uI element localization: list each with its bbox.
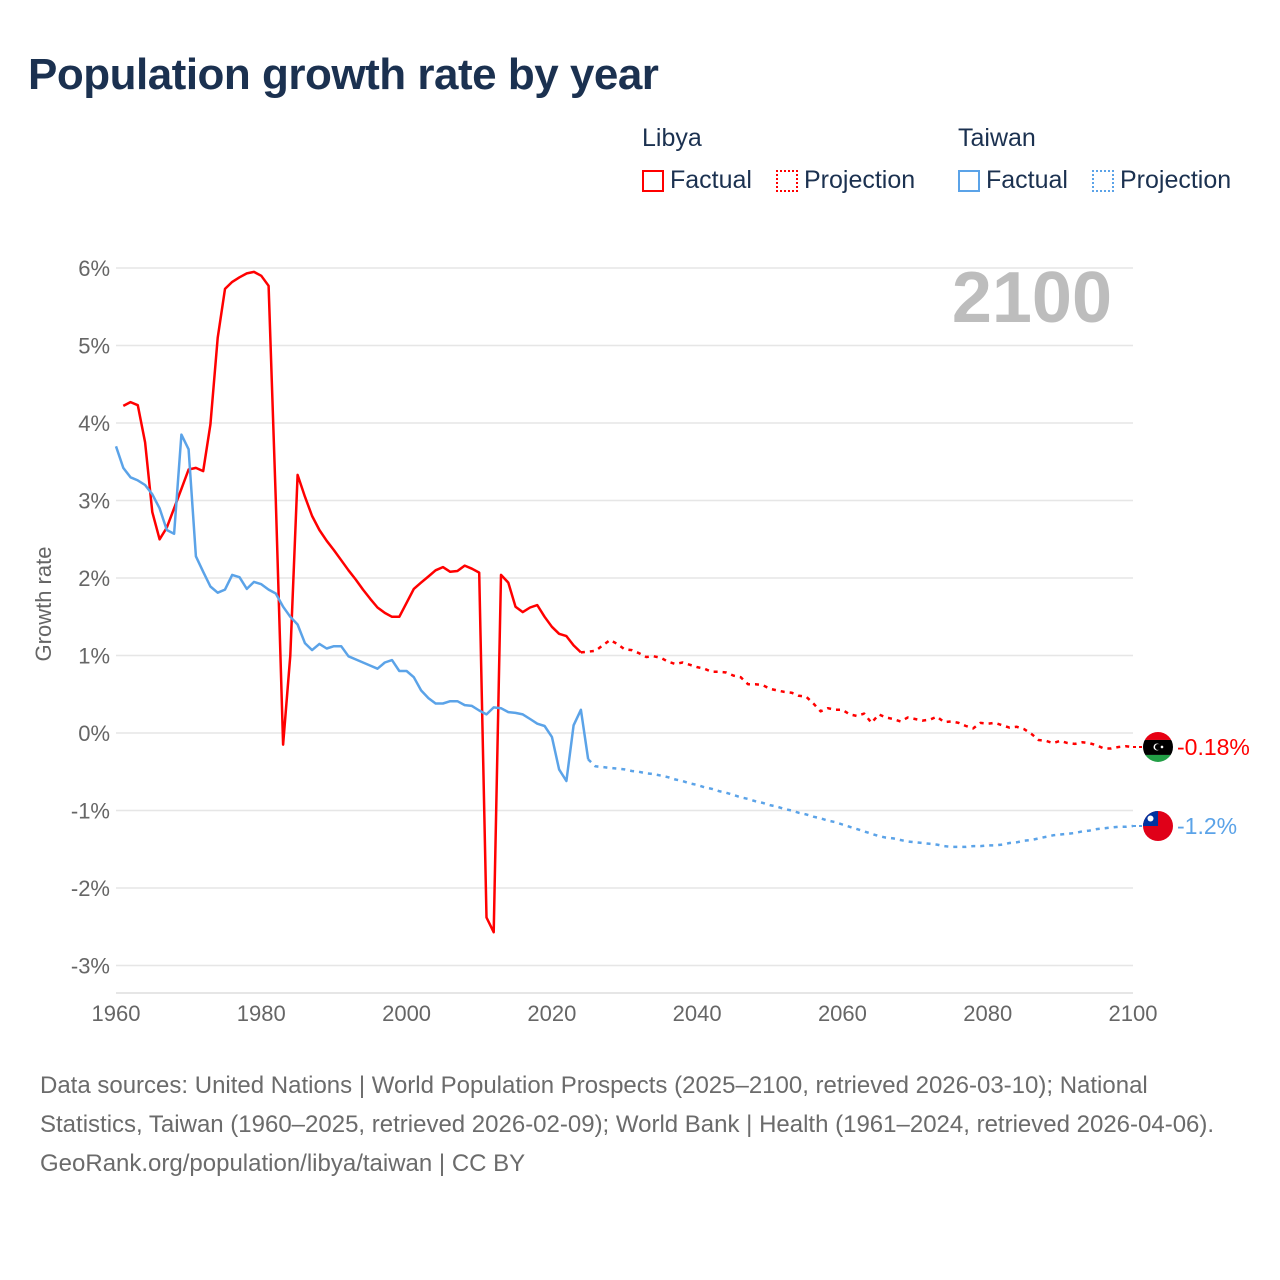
x-tick-label: 2020 — [527, 1001, 576, 1026]
legend-swatch-dotted — [1092, 169, 1114, 192]
x-tick-label: 2100 — [1109, 1001, 1158, 1026]
y-tick-label: -2% — [71, 876, 110, 901]
x-tick-label: 1960 — [92, 1001, 141, 1026]
series-line-libya-factual — [122, 270, 582, 934]
y-axis-label: Growth rate — [31, 547, 56, 662]
y-tick-label: 4% — [78, 411, 110, 436]
legend-label: Projection — [1120, 166, 1232, 194]
y-tick-label: 1% — [78, 644, 110, 669]
y-tick-label: 5% — [78, 334, 110, 359]
x-tick-label: 1980 — [237, 1001, 286, 1026]
flag-taiwan-icon — [1143, 811, 1173, 841]
y-tick-label: 3% — [78, 489, 110, 514]
line-chart: -3% -2% -1% 0% 1% 2% 3% 4% 5% 6% 1960 1980 2000 2020 2… — [31, 256, 1250, 1026]
end-label-taiwan: -1.2% — [1177, 813, 1237, 839]
y-tick-label: 0% — [78, 721, 110, 746]
x-tick-label: 2080 — [963, 1001, 1012, 1026]
legend-country-libya: Libya — [642, 124, 702, 152]
y-tick-label: 6% — [78, 256, 110, 281]
legend-libya-projection[interactable]: Projection — [776, 166, 915, 195]
series-line-taiwan-projection — [587, 758, 1134, 849]
series-line-libya-projection — [580, 638, 1134, 750]
series-line-taiwan-factual — [114, 433, 590, 783]
data-sources: Data sources: United Nations | World Pop… — [40, 1072, 1215, 1138]
legend-taiwan-factual[interactable]: Factual — [958, 166, 1068, 195]
x-tick-label: 2000 — [382, 1001, 431, 1026]
legend-country-taiwan: Taiwan — [958, 124, 1036, 152]
source-link[interactable]: GeoRank.org/population/libya/taiwan | CC… — [40, 1150, 526, 1177]
flag-libya-icon — [1143, 731, 1173, 762]
legend-swatch-solid — [642, 169, 664, 192]
footer: Data sources: United Nations | World Pop… — [40, 1066, 1250, 1183]
y-tick-label: 2% — [78, 566, 110, 591]
legend-swatch-dotted — [776, 169, 798, 192]
y-tick-label: -3% — [71, 954, 110, 979]
x-tick-label: 2040 — [673, 1001, 722, 1026]
y-tick-label: -1% — [71, 799, 110, 824]
year-watermark: 2100 — [952, 258, 1112, 338]
page-title: Population growth rate by year — [28, 50, 659, 99]
legend-label: Factual — [670, 166, 752, 194]
end-label-libya: -0.18% — [1177, 734, 1250, 760]
x-tick-label: 2060 — [818, 1001, 867, 1026]
legend-label: Factual — [986, 166, 1068, 194]
legend-label: Projection — [804, 166, 916, 194]
legend-swatch-solid — [958, 169, 980, 192]
legend-taiwan-projection[interactable]: Projection — [1092, 166, 1231, 195]
legend-libya-factual[interactable]: Factual — [642, 166, 752, 195]
